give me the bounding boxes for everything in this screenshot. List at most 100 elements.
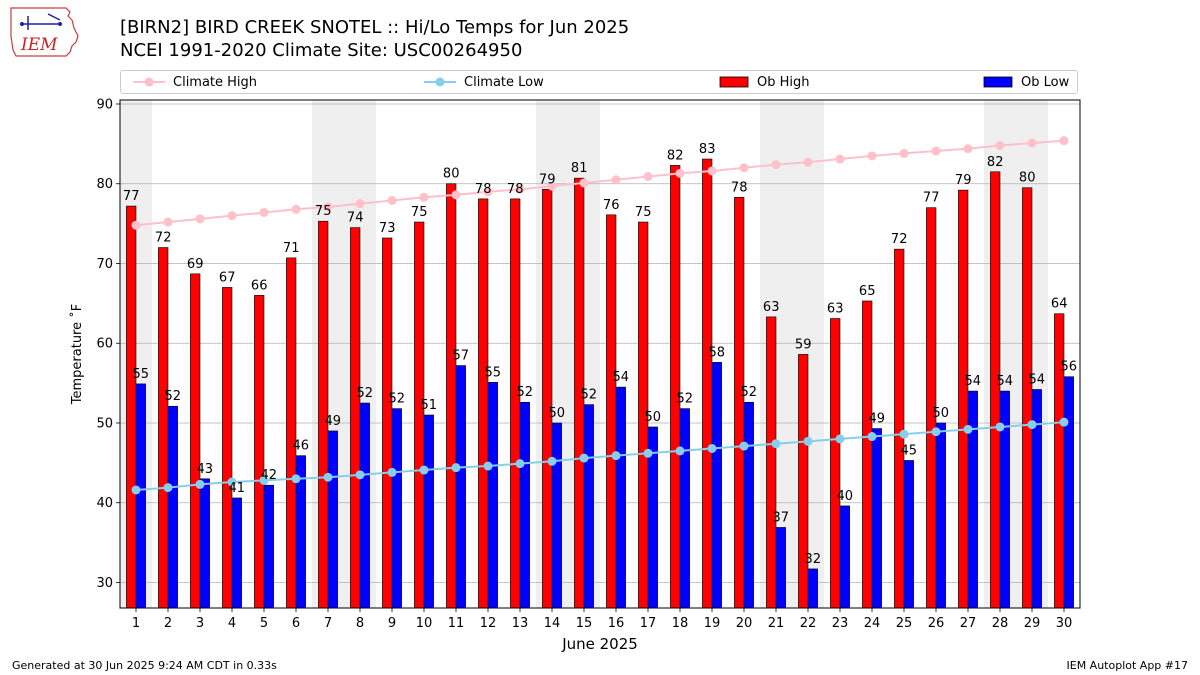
y-tick-label: 60 [96,337,113,352]
climate-low-point [387,467,397,477]
y-tick-label: 70 [96,257,113,272]
chart-title: [BIRN2] BIRD CREEK SNOTEL :: Hi/Lo Temps… [120,17,630,38]
climate-high-point [1059,136,1069,146]
x-tick-label: 11 [448,616,465,631]
ob-low-bar [327,430,338,609]
x-tick-label: 29 [1024,616,1041,631]
climate-low-point [547,456,557,466]
ob-low-bar [231,497,242,609]
climate-high-point [163,217,173,227]
ob-high-label: 80 [1019,171,1036,186]
ob-high-label: 72 [155,231,172,246]
legend: Climate High Climate Low Ob High Ob Low [120,70,1078,94]
climate-low-point [707,444,717,454]
ob-high-label: 72 [891,232,908,247]
climate-high-point [995,140,1005,150]
climate-high-point [131,220,141,230]
ob-high-bar [510,198,521,609]
x-tick-label: 24 [864,616,881,631]
climate-low-point [867,432,877,442]
x-tick-label: 5 [260,616,268,631]
ob-low-bar [423,414,434,609]
climate-low-point [515,459,525,469]
ob-low-bar [711,362,722,609]
ob-high-label: 73 [379,221,396,236]
ob-high-label: 59 [795,337,812,352]
ob-low-bar [615,386,626,609]
ob-high-label: 78 [475,182,492,197]
climate-high-point [323,202,333,212]
ob-high-label: 78 [731,180,748,195]
ob-high-label: 79 [539,172,556,187]
x-tick-label: 6 [292,616,300,631]
ob-high-bar [126,205,137,609]
ob-high-label: 74 [347,211,364,226]
climate-high-point [899,148,909,158]
x-tick-label: 18 [672,616,689,631]
ob-high-bar [798,354,809,609]
ob-low-label: 54 [997,374,1014,389]
ob-low-bar [679,408,690,609]
ob-high-label: 64 [1051,297,1068,312]
climate-high-point [227,211,237,221]
ob-high-bar [894,248,905,609]
climate-high-point [451,190,461,200]
climate-low-point [323,472,333,482]
x-tick-label: 23 [832,616,849,631]
climate-low-point [675,446,685,456]
legend-item-ob-high: Ob High [719,71,810,93]
x-tick-label: 8 [356,616,364,631]
climate-low-point [259,475,269,485]
x-tick-label: 13 [512,616,529,631]
ob-high-label: 80 [443,167,460,182]
climate-high-point [419,192,429,202]
ob-low-bar [839,505,850,609]
ob-high-label: 71 [283,241,300,256]
x-tick-label: 15 [576,616,593,631]
climate-low-point [995,422,1005,432]
climate-low-point [1027,420,1037,430]
x-axis-label: June 2025 [561,635,638,653]
climate-high-point [291,204,301,214]
x-tick-label: 25 [896,616,913,631]
ob-low-bar [807,568,818,609]
ob-high-bar [478,198,489,609]
ob-high-bar [222,287,233,609]
x-tick-label: 27 [960,616,977,631]
climate-high-point [1027,138,1037,148]
x-tick-label: 28 [992,616,1009,631]
climate-low-point [835,434,845,444]
x-tick-label: 1 [132,616,140,631]
x-tick-label: 2 [164,616,172,631]
climate-low-point [803,436,813,446]
ob-high-label: 77 [123,189,140,204]
ob-low-label: 42 [261,468,278,483]
x-tick-label: 7 [324,616,332,631]
climate-low-line-icon [424,77,456,87]
ob-low-label: 49 [869,412,886,427]
ob-low-label: 52 [677,392,694,407]
climate-high-point [963,144,973,154]
climate-low-point [227,477,237,487]
climate-high-point [355,199,365,209]
ob-high-bar [350,227,361,609]
climate-low-point [419,465,429,475]
climate-low-point [291,474,301,484]
ob-high-bar [446,183,457,609]
ob-low-bar [391,408,402,609]
y-tick-label: 90 [96,97,113,112]
ob-high-bar [990,171,1001,609]
ob-high-label: 82 [987,155,1004,170]
climate-high-line [135,139,1065,227]
plot-frame [119,99,1081,609]
ob-high-label: 75 [315,204,332,219]
ob-low-label: 55 [133,367,150,382]
legend-label-ob-low: Ob Low [1021,74,1070,90]
climate-high-point [643,172,653,182]
ob-low-label: 50 [933,406,950,421]
x-tick-label: 22 [800,616,817,631]
ob-high-label: 63 [827,302,844,317]
ob-low-label: 57 [453,349,470,364]
ob-high-label: 79 [955,173,972,188]
x-tick-label: 10 [416,616,433,631]
